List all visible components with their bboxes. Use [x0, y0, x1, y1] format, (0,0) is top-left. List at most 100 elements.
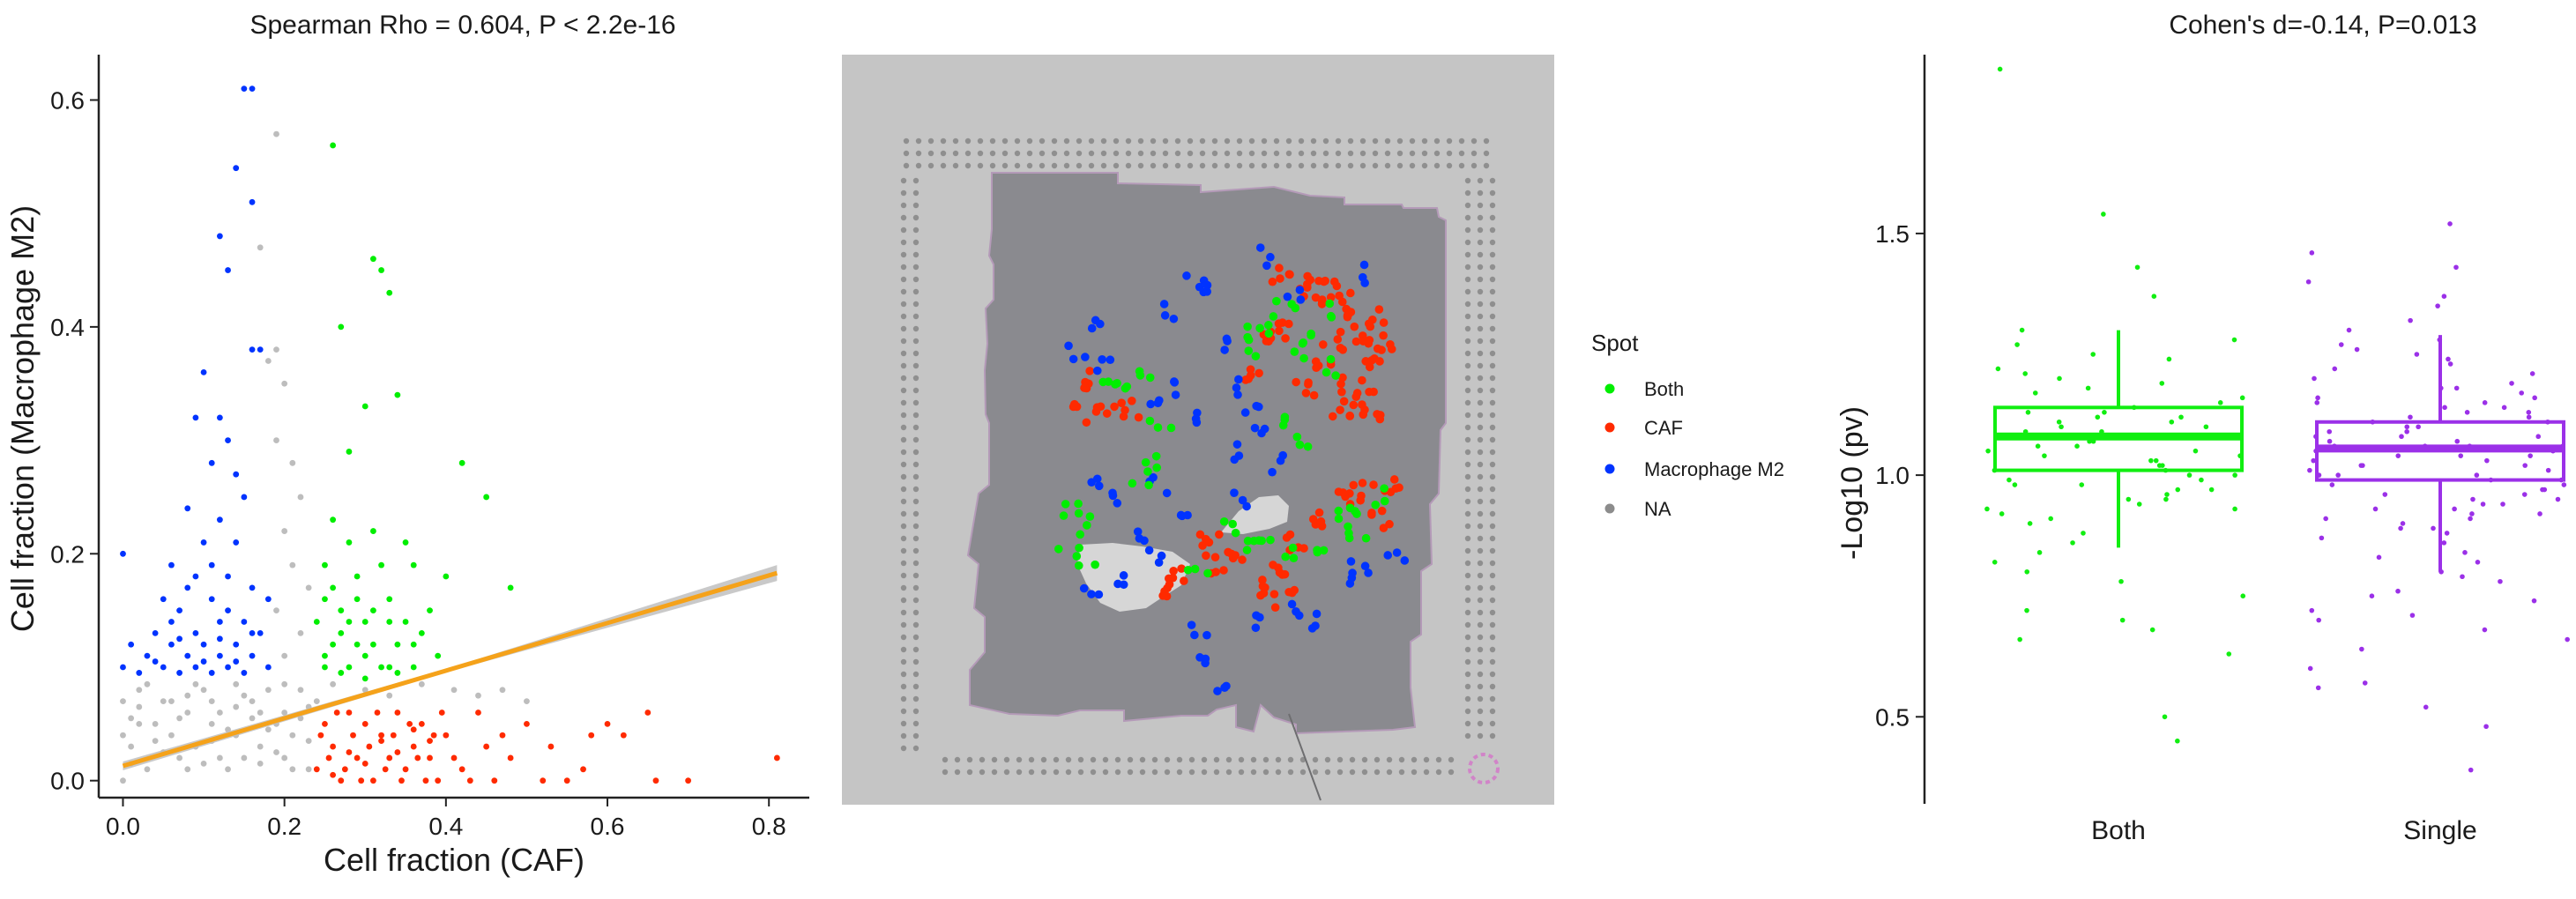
frame-dot: [1489, 708, 1496, 715]
tissue-spot-macrophage: [1230, 455, 1240, 464]
frame-dot: [1236, 162, 1243, 169]
frame-dot: [1113, 150, 1120, 157]
scatter-point-na: [216, 710, 223, 716]
frame-dot: [900, 189, 907, 197]
scatter-point-both: [330, 584, 337, 591]
tissue-spot-macrophage: [1242, 502, 1251, 511]
legend-title: Spot: [1591, 330, 1639, 356]
tissue-spot-both: [1264, 329, 1274, 338]
frame-dot: [1477, 227, 1484, 234]
frame-dot: [1477, 695, 1484, 702]
tissue-spot-both: [1272, 296, 1281, 306]
frame-dot: [912, 276, 919, 283]
frame-dot: [900, 671, 907, 678]
frame-dot: [912, 498, 919, 505]
frame-dot: [1464, 732, 1471, 739]
frame-dot: [1199, 150, 1206, 157]
frame-dot: [1028, 769, 1035, 776]
box-point-both_box: [2149, 627, 2155, 633]
scatter-point-na: [257, 710, 264, 716]
frame-dot: [1477, 584, 1484, 591]
frame-dot: [1489, 523, 1496, 530]
tissue-spot-both: [1331, 371, 1340, 380]
frame-dot: [1374, 769, 1381, 776]
frame-dot: [1477, 708, 1484, 715]
tissue-spot-caf: [1351, 337, 1361, 346]
frame-dot: [1433, 162, 1441, 169]
tissue-spot-caf: [1110, 402, 1119, 412]
scatter-point-na: [216, 754, 223, 762]
tissue-spot-macrophage: [1068, 354, 1078, 364]
frame-dot: [1489, 362, 1496, 369]
tissue-spot-both: [1307, 329, 1315, 338]
frame-dot: [1125, 162, 1132, 169]
frame-dot: [1051, 162, 1058, 169]
frame-dot: [912, 436, 919, 443]
scatter-point-both: [354, 573, 361, 580]
frame-dot: [900, 177, 907, 184]
scatter-point-macrophage: [184, 584, 191, 591]
tissue-spot-both: [1351, 507, 1359, 516]
box-point-both_box: [2025, 410, 2031, 415]
capture-frame-dots: [900, 137, 1496, 776]
tissue-spot-macrophage: [1144, 546, 1154, 555]
frame-dot: [1489, 387, 1496, 394]
scatter-point-macrophage: [192, 414, 199, 421]
scatter-y-label: Cell fraction (Macrophage M2): [4, 205, 41, 632]
scatter-point-na: [386, 692, 393, 699]
frame-dot: [912, 301, 919, 308]
tissue-spot-caf: [1269, 561, 1277, 569]
scatter-point-both: [418, 629, 425, 636]
tissue-spot-macrophage: [1108, 488, 1117, 498]
tissue-spot-both: [1144, 480, 1153, 490]
scatter-point-macrophage: [233, 658, 240, 665]
scatter-point-both: [386, 289, 393, 296]
frame-dot: [1477, 547, 1484, 554]
x-tick-label: 0.8: [752, 813, 786, 840]
tissue-spots: [1053, 243, 1410, 695]
frame-dot: [1477, 362, 1484, 369]
tissue-spot-caf: [1177, 564, 1186, 573]
frame-dot: [1464, 609, 1471, 616]
frame-dot: [1477, 609, 1484, 616]
frame-dot: [977, 137, 984, 145]
scatter-point-caf: [333, 710, 340, 716]
box-point-single_box: [2462, 550, 2468, 555]
spot-legend: Spot Both CAF Macrophage M2 NA: [1591, 330, 1784, 520]
tissue-spot-macrophage: [1232, 383, 1241, 392]
frame-dot: [1003, 769, 1010, 776]
tissue-spot-macrophage: [1092, 366, 1102, 375]
frame-dot: [1464, 325, 1471, 332]
frame-dot: [1003, 756, 1010, 763]
tissue-spot-caf: [1258, 576, 1267, 584]
tissue-spot-caf: [1386, 339, 1395, 349]
frame-dot: [912, 523, 919, 530]
scatter-point-both: [483, 494, 490, 501]
frame-dot: [912, 399, 919, 406]
box-point-both_box: [2090, 352, 2096, 357]
box-point-both_box: [2175, 487, 2181, 493]
tissue-spot-caf: [1284, 319, 1293, 329]
scatter-point-caf: [644, 710, 651, 716]
frame-dot: [1489, 671, 1496, 678]
frame-dot: [1477, 288, 1484, 295]
tissue-spot-both: [1295, 440, 1305, 450]
tissue-spot-both: [1075, 543, 1083, 553]
tissue-spot-both: [1228, 519, 1238, 529]
scatter-point-both: [378, 267, 384, 273]
tissue-spot-caf: [1128, 397, 1136, 405]
scatter-point-caf: [620, 732, 627, 739]
tissue-spot-both: [1141, 457, 1150, 467]
frame-dot: [1483, 150, 1490, 157]
tissue-spot-both: [1076, 530, 1084, 539]
scatter-point-both: [354, 596, 361, 603]
frame-dot: [1137, 162, 1144, 169]
frame-dot: [1477, 646, 1484, 653]
frame-dot: [1464, 412, 1471, 419]
frame-dot: [1014, 162, 1021, 169]
scatter-point-both: [386, 596, 393, 603]
frame-dot: [912, 325, 919, 332]
frame-dot: [900, 609, 907, 616]
frame-dot: [1433, 137, 1441, 145]
frame-dot: [1464, 498, 1471, 505]
